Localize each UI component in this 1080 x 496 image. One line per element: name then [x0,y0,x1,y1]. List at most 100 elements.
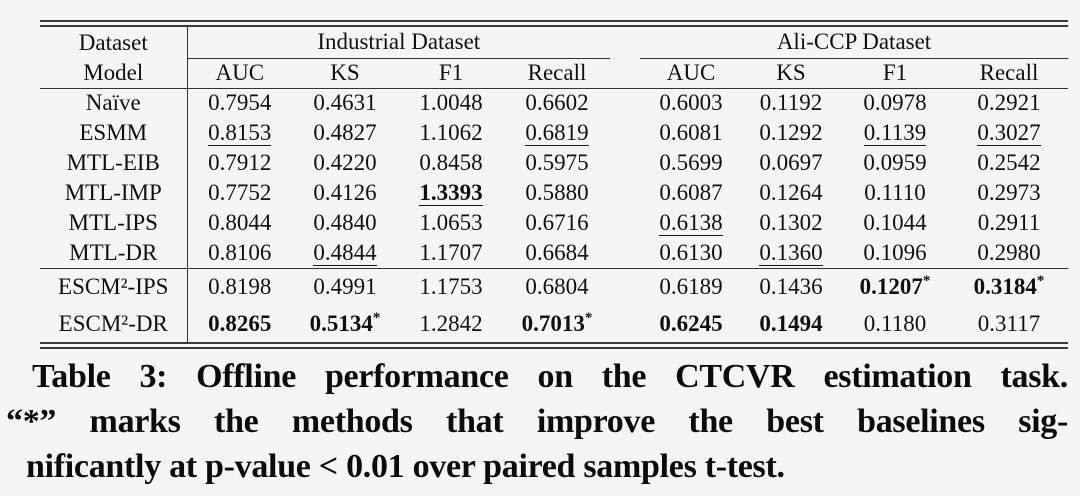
metric-header-ks: KS [292,58,398,89]
metric-value: 0.8044 [208,210,272,235]
metric-value: 0.1139 [863,119,927,147]
metric-value: 0.5975 [525,150,589,175]
value-cell: 0.6804 [504,267,610,305]
value-cell: 1.0048 [398,88,504,118]
value-cell: 0.1207* [840,267,950,305]
results-table-container: Dataset Industrial Dataset Ali-CCP Datas… [40,20,1069,349]
value-cell: 1.1753 [398,267,504,305]
gap-cell [610,267,640,305]
value-cell: 0.5975 [504,148,610,178]
caption-line: Table 3: Offline performance on the CTCV… [32,358,1068,395]
value-cell: 0.2542 [950,148,1068,178]
metric-value: 0.1436 [759,273,823,299]
metric-value: 0.0959 [863,150,927,175]
metric-value: 0.5699 [659,150,723,175]
value-cell: 0.8106 [187,238,292,268]
group-header-row: Dataset Industrial Dataset Ali-CCP Datas… [40,27,1069,59]
table-row: ESCM²-DR 0.8265 0.5134* 1.2842 0.7013* 0.6245… [40,305,1068,342]
value-cell: 0.8458 [398,148,504,178]
value-cell: 0.6087 [640,178,742,208]
metric-value: 0.4991 [313,273,377,299]
model-cell: MTL-EIB [40,148,188,178]
significance-star-icon: * [922,272,931,289]
metric-value: 0.6716 [525,210,589,235]
metric-value: 0.1302 [759,210,823,235]
metric-value: 0.6138 [659,209,723,237]
corner-dataset-label: Dataset [40,27,188,58]
value-cell: 0.6245 [640,305,742,342]
metric-value: 0.8198 [208,273,272,299]
value-cell: 0.8153 [187,118,292,148]
value-cell: 0.4991 [292,267,398,305]
caption-line: nificantly at p-value < 0.01 over paired… [26,448,785,485]
value-cell: 1.1062 [398,118,504,148]
gap-cell [610,148,640,178]
caption-line: “*” marks the methods that improve the b… [6,403,1068,440]
metric-value: 0.8265 [208,310,272,336]
metric-value: 0.4840 [313,210,377,235]
table-caption: Table 3: Offline performance on the CTCV… [6,354,1068,489]
value-cell: 0.4827 [292,118,398,148]
value-cell: 0.5134* [292,305,398,342]
value-cell: 0.2973 [950,178,1068,208]
model-cell: ESCM²-IPS [40,267,188,305]
model-cell: ESCM²-DR [40,305,188,342]
metric-value: 1.1707 [419,239,483,265]
metric-value: 0.6189 [659,273,723,299]
metric-value: 0.8153 [208,119,272,147]
table-row: MTL-DR 0.8106 0.4844 1.1707 0.6684 0.6130 0.13… [40,238,1068,268]
value-cell: 0.1096 [840,238,950,268]
gap-cell [610,305,640,342]
significance-star-icon: * [584,309,593,326]
group-header-industrial: Industrial Dataset [187,27,610,59]
model-cell: Naïve [40,88,188,118]
metric-value: 0.8106 [208,239,272,265]
value-cell: 0.1110 [840,178,950,208]
value-cell: 0.6003 [640,88,742,118]
value-cell: 0.4840 [292,208,398,238]
metric-header-recall: Recall [504,58,610,89]
metric-value: 0.7954 [208,90,272,116]
metric-value: 1.2842 [419,310,483,336]
value-cell: 0.1302 [742,208,840,238]
value-cell: 0.6716 [504,208,610,238]
table-row: ESMM 0.8153 0.4827 1.1062 0.6819 0.6081 0.1292… [40,118,1068,148]
gap-cell [610,118,640,148]
metric-value: 0.6684 [525,239,589,265]
table-row: MTL-IMP 0.7752 0.4126 1.3393 0.5880 0.6087 0.1… [40,178,1068,208]
value-cell: 0.7752 [187,178,292,208]
metric-value: 0.6602 [525,90,589,116]
value-cell: 0.4631 [292,88,398,118]
metric-value: 0.7013 [521,310,585,336]
metric-value: 0.4126 [313,180,377,205]
metric-header-recall: Recall [950,58,1069,89]
metric-header-f1: F1 [840,58,950,89]
metric-value: 0.4827 [313,120,377,145]
metric-value: 0.6819 [525,119,589,147]
metric-header-f1: F1 [398,58,504,89]
metric-value: 0.1096 [863,239,927,265]
value-cell: 0.6819 [504,118,610,148]
metric-value: 0.2542 [977,150,1041,175]
value-cell: 0.1292 [742,118,840,148]
metric-value: 0.1494 [759,310,823,336]
value-cell: 0.8198 [187,267,292,305]
metric-value: 0.3117 [977,310,1041,336]
value-cell: 0.6602 [504,88,610,118]
value-cell: 0.1180 [840,305,950,342]
metric-value: 0.6130 [659,239,723,265]
value-cell: 0.2921 [950,88,1068,118]
model-cell: MTL-IMP [40,178,188,208]
value-cell: 0.2911 [950,208,1068,238]
gap-cell [610,238,640,268]
corner-model-label: Model [40,58,188,89]
metric-value: 0.1207 [859,273,923,299]
metric-value: 0.1192 [759,90,823,116]
gap-cell [610,178,640,208]
gap-cell [610,208,640,238]
metric-value: 0.1180 [863,310,927,336]
value-cell: 0.5880 [504,178,610,208]
group-gap [610,27,640,58]
value-cell: 0.3184* [950,267,1069,305]
